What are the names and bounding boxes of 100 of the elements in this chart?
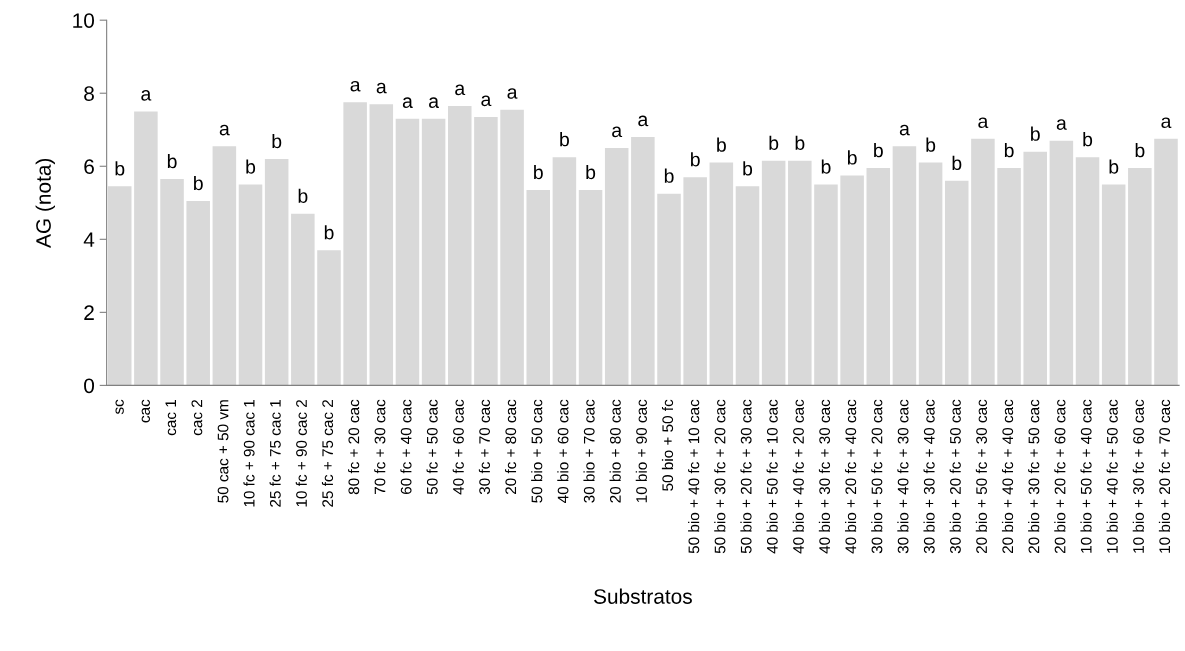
data-label: a [1056,119,1067,130]
bar [814,184,838,386]
bar [578,190,603,386]
data-label: b [586,164,596,180]
bar [369,104,394,386]
x-tick-label: 50 cac + 50 vm [217,400,229,503]
x-tick-label: 30 bio + 50 fc + 20 cac [871,399,883,554]
data-label: a [455,84,466,96]
x-tick-label: 10 bio + 50 fc + 40 cac [1080,399,1092,553]
bar [107,186,132,386]
x-tick-label: cac [141,399,150,423]
bar [840,175,864,386]
bar [526,190,551,386]
y-tick-label: 6 [84,159,94,175]
x-tick-label: 30 bio + 30 fc + 40 cac [923,399,935,554]
x-tick-label: 20 bio + 20 fc + 60 cac [1054,399,1066,554]
bar [448,106,472,386]
x-tick-label: 50 bio + 30 fc + 20 cac [714,399,726,554]
bar [395,118,420,386]
data-label: b [847,150,857,165]
data-label: b [1083,132,1093,147]
data-label: a [376,82,387,94]
x-tick-label: 10 bio + 90 cac [635,399,647,503]
x-tick-label: 50 bio + 50 fc [661,399,674,491]
data-label: a [141,90,152,101]
bar [500,109,524,386]
data-label: b [1135,143,1145,158]
x-tick-label: 30 bio + 40 fc + 30 cac [897,399,909,554]
x-tick-label: 40 bio + 60 cac [557,399,569,503]
data-label: b [769,135,779,150]
y-tick-label: 0 [84,378,95,394]
data-label: b [1031,126,1040,141]
x-tick-label: 80 fc + 20 cac [348,399,360,495]
data-label: a [402,97,413,108]
data-label: b [194,175,203,191]
bar [552,157,577,386]
x-tick-label: 50 bio + 50 cac [531,399,543,503]
data-label: a [612,126,623,138]
bar [1154,138,1178,386]
bar [1049,140,1074,386]
x-tick-label: 10 bio + 20 fc + 70 cac [1158,399,1171,553]
data-label: a [219,124,230,136]
x-tick-label: 25 fc + 75 cac 1 [269,400,281,507]
data-label: a [899,124,910,136]
data-label: a [507,88,518,99]
bar [918,162,943,386]
data-label: a [1161,117,1172,129]
data-label: b [246,159,256,174]
x-tick-label: 30 bio + 20 fc + 50 cac [949,399,961,554]
x-tick-label: 10 bio + 30 fc + 60 cac [1132,399,1144,553]
bar [134,111,158,386]
data-label: b [795,135,805,150]
y-tick-label: 8 [84,86,94,101]
data-label: a [638,115,649,127]
bar [866,168,891,386]
bar [212,146,237,386]
data-label: b [874,143,883,158]
data-label: b [664,168,674,183]
data-label: a [481,95,492,107]
bar [343,102,367,386]
x-tick-label: 10 fc + 90 cac 1 [243,400,255,507]
x-tick-label: 20 bio + 30 fc + 50 cac [1028,399,1040,554]
data-label: b [821,159,831,174]
bar [160,179,184,386]
data-label: b [926,137,936,152]
data-label: b [534,164,543,180]
data-label: b [1109,159,1119,174]
x-tick-label: 30 bio + 70 cac [583,399,595,503]
bar [683,177,707,386]
x-tick-label: 20 bio + 40 fc + 40 cac [1001,399,1014,554]
bar [421,118,446,386]
y-axis-title: AG (nota) [35,158,55,248]
x-tick-label: 40 bio + 20 fc + 40 cac [845,399,857,554]
bar [657,193,681,386]
x-tick-label: 40 bio + 40 fc + 20 cac [792,399,804,554]
y-tick-label: 4 [83,232,95,247]
bar [317,250,341,386]
bar [997,168,1021,386]
x-tick-label: 60 fc + 40 cac [400,399,412,495]
data-label: b [952,155,962,171]
bar [238,184,263,386]
x-axis-title: Substratos [594,588,692,604]
x-tick-label: cac 2 [191,400,203,436]
x-tick-label: 40 bio + 50 fc + 10 cac [766,399,778,554]
bar [735,186,760,386]
bar [186,200,210,386]
data-label: b [167,153,177,169]
data-label: a [978,117,989,129]
bar [1075,157,1100,386]
x-tick-label: 10 fc + 90 cac 2 [295,400,307,507]
data-label: b [743,161,753,176]
x-tick-label: 70 fc + 30 cac [374,399,386,495]
x-tick-label: sc [115,399,124,415]
bar [604,148,629,386]
x-tick-label: 50 fc + 50 cac [426,399,438,495]
bar [1128,168,1152,386]
x-tick-label: 25 fc + 75 cac 2 [321,400,334,507]
bar [788,160,812,386]
bar [474,116,498,386]
x-tick-label: 50 bio + 40 fc + 10 cac [688,399,700,554]
